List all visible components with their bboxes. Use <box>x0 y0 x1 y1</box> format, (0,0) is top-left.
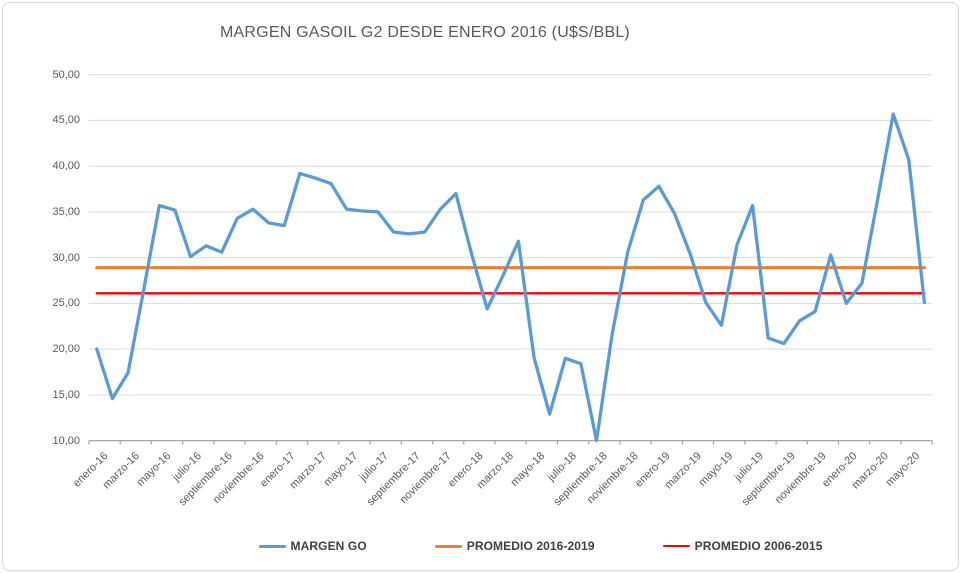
legend-line-sample-margen-go <box>258 544 286 548</box>
y-axis-label: 35,00 <box>52 205 80 218</box>
y-axis-label: 20,00 <box>52 343 80 356</box>
legend-item-margen-go: MARGEN GO <box>258 539 367 553</box>
y-axis-label: 40,00 <box>52 160 80 173</box>
legend-label: PROMEDIO 2006-2015 <box>694 539 823 553</box>
legend-item-promedio-2006-2015: PROMEDIO 2006-2015 <box>662 539 823 553</box>
y-axis-label: 10,00 <box>52 434 80 447</box>
y-axis-label: 30,00 <box>52 251 80 264</box>
y-axis-label: 15,00 <box>52 388 80 401</box>
legend-line-sample-promedio-2016-2019 <box>434 544 462 548</box>
legend-line-sample-promedio-2006-2015 <box>662 545 690 547</box>
legend-label: PROMEDIO 2016-2019 <box>466 539 595 553</box>
y-axis-label: 50,00 <box>52 68 80 81</box>
legend-label: MARGEN GO <box>290 539 367 553</box>
legend: MARGEN GO PROMEDIO 2016-2019 PROMEDIO 20… <box>0 539 961 553</box>
legend-item-promedio-2016-2019: PROMEDIO 2016-2019 <box>434 539 595 553</box>
y-axis-label: 25,00 <box>52 297 80 310</box>
y-axis-label: 45,00 <box>52 114 80 127</box>
chart-title: MARGEN GASOIL G2 DESDE ENERO 2016 (U$S/B… <box>220 24 630 41</box>
